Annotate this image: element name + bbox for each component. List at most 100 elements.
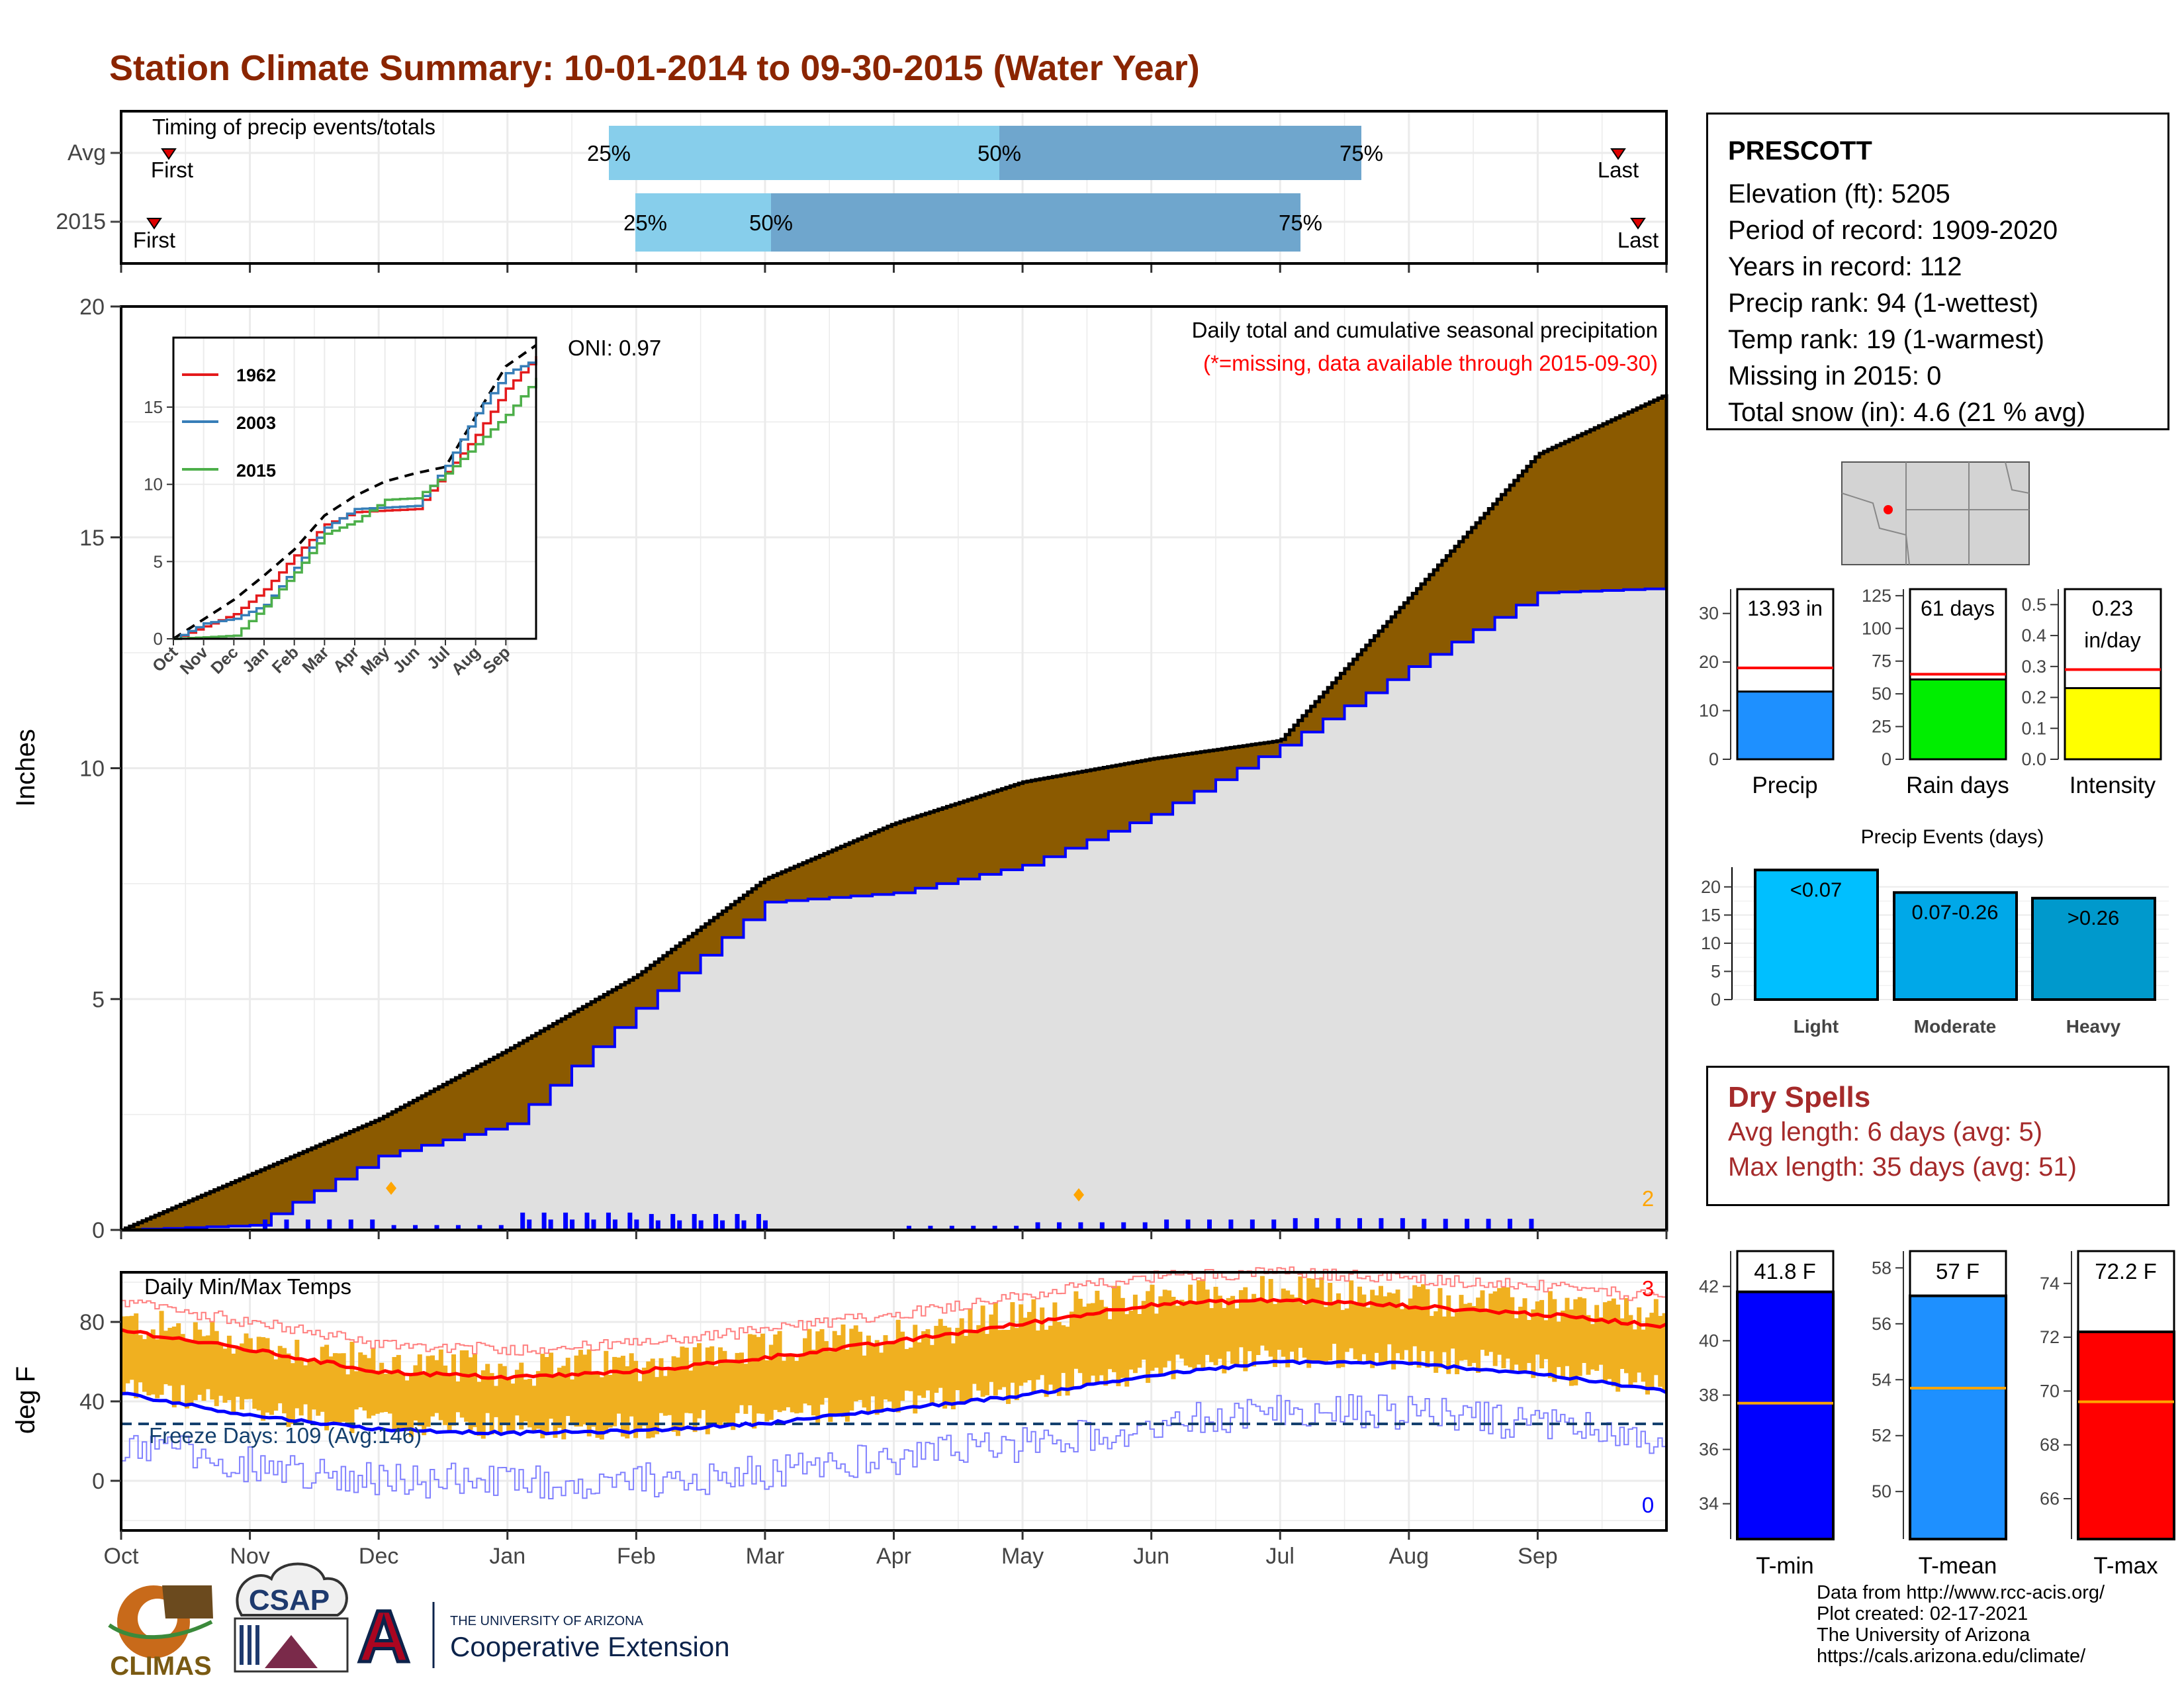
daily-precip-bar — [1056, 1222, 1062, 1230]
daily-precip-bar — [563, 1212, 569, 1230]
temp-title: Daily Min/Max Temps — [144, 1274, 351, 1299]
temp-day-bar — [553, 1374, 558, 1438]
temp-day-bar — [1611, 1298, 1616, 1387]
temp-day-bar — [1048, 1325, 1053, 1385]
temp-day-bar — [261, 1337, 266, 1421]
temp-day-bar — [367, 1358, 371, 1419]
daily-precip-bar — [1336, 1218, 1341, 1230]
daily-precip-bar — [1486, 1219, 1491, 1230]
temp-day-bar — [1069, 1311, 1074, 1389]
temp-day-bar — [506, 1378, 512, 1434]
daily-precip-bar — [327, 1219, 332, 1230]
precip-ytick-label: 0 — [92, 1218, 105, 1243]
temp-day-bar — [159, 1311, 164, 1395]
temp-count-bottom: 0 — [1642, 1493, 1654, 1517]
ua-small-text: THE UNIVERSITY OF ARIZONA — [450, 1614, 644, 1628]
temp-day-bar — [595, 1374, 600, 1438]
daily-precip-bar — [720, 1220, 725, 1230]
temp-day-bar — [599, 1377, 604, 1440]
temp-day-bar — [1450, 1316, 1455, 1349]
avg-range-50-75 — [999, 126, 1361, 180]
temp-day-bar — [240, 1343, 245, 1410]
temp-day-bar — [1031, 1299, 1036, 1394]
temp-day-bar — [1565, 1297, 1570, 1366]
daily-precip-bar — [1099, 1222, 1105, 1230]
temp-day-bar — [565, 1358, 570, 1417]
temp-day-bar — [379, 1362, 385, 1413]
footer-line: The University of Arizona — [1817, 1624, 2030, 1646]
temp-day-bar — [205, 1335, 210, 1389]
temp-day-bar — [1103, 1307, 1109, 1386]
temp-day-bar — [874, 1340, 880, 1415]
daily-precip-bar — [1271, 1219, 1277, 1230]
temp-bar-label: T-max — [2093, 1553, 2158, 1579]
temp-day-bar — [1192, 1303, 1197, 1372]
daily-precip-bar — [949, 1225, 954, 1230]
temp-day-bar — [392, 1357, 397, 1432]
temp-day-bar — [235, 1346, 240, 1397]
temp-day-bar — [667, 1367, 672, 1415]
temp-day-bar — [980, 1305, 985, 1397]
temp-day-bar — [731, 1359, 736, 1430]
temp-day-bar — [138, 1335, 143, 1383]
temp-day-bar — [870, 1344, 876, 1397]
daily-precip-bar — [655, 1220, 660, 1230]
daily-precip-bar — [1314, 1218, 1320, 1230]
temp-day-bar — [1357, 1286, 1362, 1363]
temp-day-bar — [417, 1354, 422, 1427]
temp-day-bar — [1459, 1295, 1464, 1361]
daily-precip-bar — [713, 1213, 719, 1230]
temp-day-bar — [616, 1357, 621, 1414]
temp-day-bar — [1082, 1306, 1087, 1387]
freeze-days-label: Freeze Days: 109 (Avg:146) — [149, 1423, 422, 1448]
temp-day-bar — [316, 1360, 321, 1416]
temp-day-bar — [1361, 1294, 1367, 1354]
temp-day-bar — [1137, 1314, 1142, 1368]
temp-day-bar — [608, 1375, 613, 1428]
daily-precip-bar — [698, 1220, 704, 1230]
temp-day-bar — [1146, 1291, 1151, 1383]
station-info-line: Period of record: 1909-2020 — [1728, 216, 2058, 245]
daily-precip-bar — [584, 1212, 590, 1230]
daily-precip-bar — [1185, 1219, 1191, 1230]
temp-summary-bars: 34 36 38 40 42 41.8 F T-min 50 52 54 56 58 57 F T-mea… — [1699, 1250, 2175, 1579]
year-first-label: First — [133, 228, 175, 252]
temp-day-bar — [1107, 1319, 1113, 1370]
temp-day-bar — [1226, 1297, 1231, 1352]
temp-summary-ytick-label: 50 — [1872, 1481, 1891, 1501]
temp-day-bar — [1391, 1293, 1396, 1370]
temp-day-bar — [1196, 1280, 1201, 1365]
summary-ytick-label: 0.5 — [2021, 594, 2046, 614]
temp-day-bar — [341, 1353, 346, 1422]
temp-day-bar — [1547, 1291, 1553, 1378]
temp-day-bar — [498, 1364, 503, 1434]
dry-spells-box: Dry Spells Avg length: 6 days (avg: 5) M… — [1706, 1066, 2169, 1206]
temp-ytick-label: 80 — [79, 1310, 105, 1335]
temp-day-bar — [1124, 1314, 1130, 1387]
daily-precip-bar — [1293, 1218, 1298, 1230]
daily-precip-bar — [1357, 1218, 1362, 1230]
daily-precip-bar — [348, 1219, 353, 1230]
temp-day-bar — [777, 1331, 782, 1413]
summary-ytick-label: 25 — [1872, 717, 1891, 737]
daily-precip-bar — [263, 1219, 268, 1230]
avg-max-line — [120, 1297, 1668, 1381]
temp-value-label: 41.8 F — [1754, 1259, 1816, 1284]
event-bar — [1754, 868, 1879, 1002]
temp-day-bar — [1383, 1296, 1388, 1365]
temp-summary-ytick-label: 72 — [2040, 1327, 2060, 1347]
temp-day-bar — [273, 1359, 279, 1411]
ua-logo: A THE UNIVERSITY OF ARIZONA Cooperative … — [351, 1592, 730, 1679]
event-category-label: Heavy — [2066, 1016, 2121, 1037]
summary-ytick-label: 0.0 — [2021, 749, 2046, 769]
temp-day-bar — [189, 1340, 194, 1405]
temp-day-bar — [320, 1346, 325, 1412]
temp-day-bar — [298, 1360, 304, 1416]
temp-day-bar — [324, 1344, 330, 1430]
daily-precip-bar — [1164, 1219, 1169, 1230]
temp-day-bar — [1091, 1303, 1095, 1376]
temp-day-bar — [409, 1376, 414, 1437]
daily-precip-bar — [1206, 1219, 1212, 1230]
temp-day-bar — [925, 1329, 931, 1391]
summary-ytick-label: 0.1 — [2021, 718, 2046, 738]
